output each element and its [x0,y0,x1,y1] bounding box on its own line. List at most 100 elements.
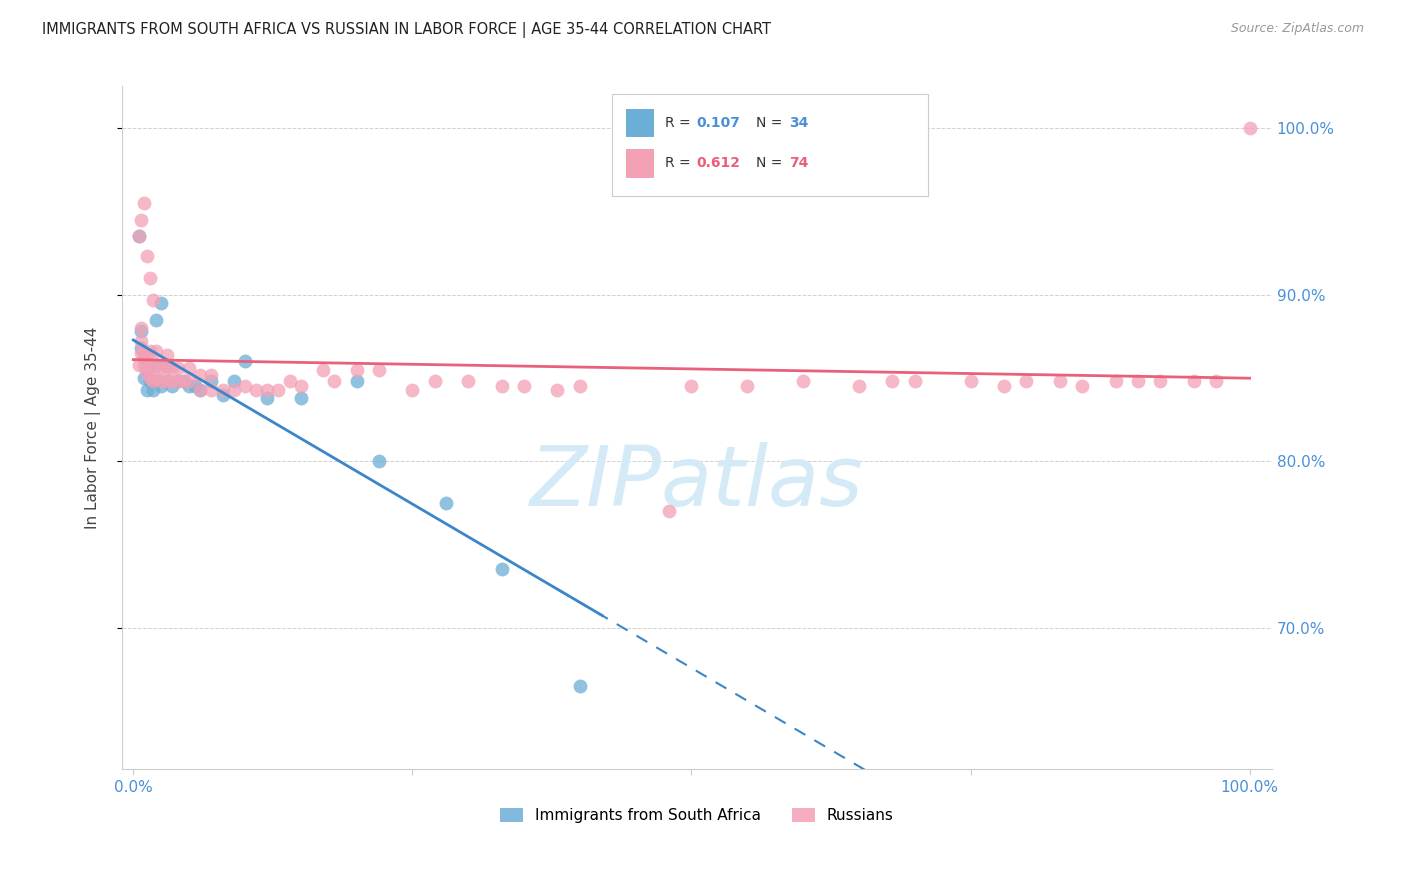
Immigrants from South Africa [150,379,173,393]
Russians [312,362,335,376]
Immigrants from South Africa [139,358,162,372]
Immigrants from South Africa [290,391,312,405]
Immigrants from South Africa [167,374,190,388]
Russians [735,379,758,393]
Russians [179,360,201,375]
Russians [135,366,157,380]
Immigrants from South Africa [139,374,162,388]
Russians [959,374,981,388]
Russians [346,362,368,376]
Legend: Immigrants from South Africa, Russians: Immigrants from South Africa, Russians [501,808,894,823]
Russians [150,360,173,375]
Immigrants from South Africa [491,562,513,576]
Russians [1239,121,1261,136]
Immigrants from South Africa [367,454,389,468]
Russians [156,360,179,375]
Russians [1126,374,1149,388]
Immigrants from South Africa [434,496,457,510]
Russians [139,358,162,372]
Immigrants from South Africa [142,383,165,397]
Immigrants from South Africa [150,296,173,310]
Russians [200,368,222,382]
Russians [145,371,167,385]
Russians [135,249,157,263]
Russians [792,374,814,388]
Russians [278,374,301,388]
Immigrants from South Africa [135,383,157,397]
Immigrants from South Africa [134,351,156,365]
Russians [513,379,536,393]
Russians [423,374,446,388]
Immigrants from South Africa [233,354,256,368]
Russians [139,344,162,359]
Russians [150,374,173,388]
Russians [1015,374,1038,388]
Russians [1071,379,1094,393]
Russians [491,379,513,393]
Russians [211,383,233,397]
Y-axis label: In Labor Force | Age 35-44: In Labor Force | Age 35-44 [86,326,101,529]
Immigrants from South Africa [156,374,179,388]
Russians [658,504,681,518]
Russians [568,379,591,393]
Russians [139,371,162,385]
Russians [367,362,389,376]
Russians [142,374,165,388]
Text: R =: R = [665,116,695,130]
Text: IMMIGRANTS FROM SOUTH AFRICA VS RUSSIAN IN LABOR FORCE | AGE 35-44 CORRELATION C: IMMIGRANTS FROM SOUTH AFRICA VS RUSSIAN … [42,22,770,38]
Russians [267,383,290,397]
Russians [1104,374,1126,388]
Immigrants from South Africa [183,379,205,393]
Russians [1049,374,1071,388]
Russians [129,212,152,227]
Russians [156,347,179,361]
Russians [129,334,152,349]
Russians [135,351,157,365]
Russians [681,379,703,393]
Immigrants from South Africa [162,379,184,393]
Russians [401,383,423,397]
Immigrants from South Africa [135,362,157,376]
Immigrants from South Africa [145,358,167,372]
Text: ZIPatlas: ZIPatlas [530,442,863,523]
Russians [188,368,211,382]
Immigrants from South Africa [568,679,591,693]
Russians [256,383,278,397]
Russians [457,374,479,388]
Immigrants from South Africa [134,371,156,385]
Russians [245,383,267,397]
Immigrants from South Africa [145,374,167,388]
Russians [1182,374,1205,388]
Immigrants from South Africa [129,324,152,338]
Russians [1149,374,1171,388]
Russians [162,374,184,388]
Russians [188,383,211,397]
Immigrants from South Africa [156,358,179,372]
Russians [323,374,346,388]
Text: Source: ZipAtlas.com: Source: ZipAtlas.com [1230,22,1364,36]
Russians [993,379,1015,393]
Text: 0.612: 0.612 [696,156,740,170]
Text: 0.107: 0.107 [696,116,740,130]
Immigrants from South Africa [129,341,152,355]
Immigrants from South Africa [145,312,167,326]
Russians [134,346,156,360]
Russians [162,360,184,375]
Russians [167,374,190,388]
Immigrants from South Africa [188,383,211,397]
Immigrants from South Africa [346,374,368,388]
Russians [129,346,152,360]
Russians [142,293,165,307]
Immigrants from South Africa [256,391,278,405]
Text: N =: N = [756,156,787,170]
Russians [904,374,927,388]
Russians [145,358,167,372]
Immigrants from South Africa [211,387,233,401]
Russians [173,374,195,388]
Russians [145,344,167,359]
Text: 34: 34 [789,116,808,130]
Russians [139,271,162,285]
Immigrants from South Africa [128,229,150,244]
Russians [233,379,256,393]
Immigrants from South Africa [179,379,201,393]
